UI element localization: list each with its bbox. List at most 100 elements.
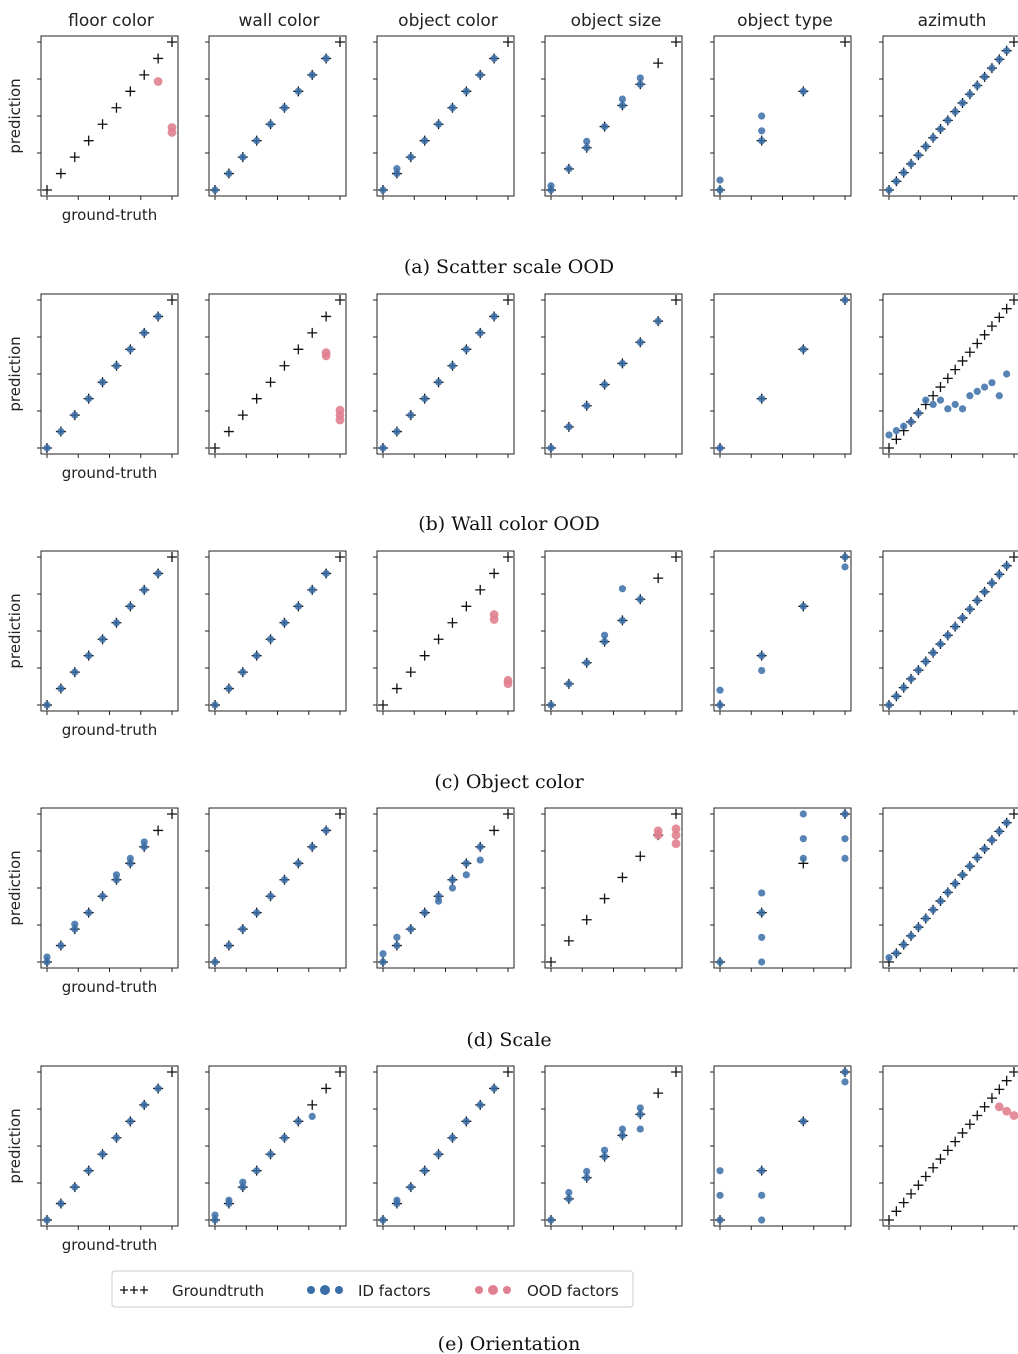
plot-area — [210, 552, 345, 710]
groundtruth-marker — [503, 809, 513, 819]
groundtruth-marker — [671, 809, 681, 819]
id-point — [885, 186, 893, 194]
id-point — [490, 312, 498, 321]
id-point — [716, 958, 724, 966]
plot-area — [884, 809, 1018, 967]
id-point — [636, 1110, 644, 1118]
groundtruth-marker — [223, 426, 234, 437]
id-point — [448, 884, 457, 892]
id-point — [448, 362, 457, 370]
groundtruth-marker — [653, 573, 664, 584]
groundtruth-marker — [419, 650, 430, 661]
id-point — [600, 122, 609, 131]
scatter-panel — [710, 550, 852, 715]
scatter-panel — [879, 293, 1018, 458]
scatter-panel — [541, 1065, 683, 1230]
groundtruth-marker — [671, 552, 681, 562]
id-point — [951, 108, 959, 116]
groundtruth-marker — [928, 390, 939, 401]
id-point — [266, 635, 275, 643]
scatter-panel — [879, 550, 1018, 715]
row-caption: (b) Wall color OOD — [418, 513, 600, 535]
scatter-panel — [205, 807, 347, 972]
id-point — [758, 1216, 766, 1224]
id-point — [716, 701, 724, 709]
plot-area — [546, 552, 681, 710]
id-point — [929, 649, 937, 657]
id-point — [914, 409, 923, 417]
id-point — [71, 411, 79, 419]
id-point — [266, 892, 275, 900]
ood-point — [1009, 1111, 1018, 1120]
id-point — [126, 859, 134, 867]
groundtruth-marker — [950, 364, 961, 375]
ood-point — [335, 415, 345, 425]
plot-area — [715, 552, 850, 710]
row-caption: (c) Object color — [434, 771, 584, 793]
plot-area — [884, 552, 1018, 710]
id-point — [112, 1134, 121, 1142]
id-point — [988, 579, 996, 587]
id-point — [140, 1101, 148, 1109]
id-point — [600, 631, 609, 639]
id-point — [929, 134, 937, 142]
id-point — [758, 127, 766, 135]
id-point — [57, 427, 65, 436]
id-point — [565, 680, 573, 688]
groundtruth-marker — [546, 957, 556, 967]
id-point — [294, 859, 302, 867]
panel-grid: prediction ground-truth (a) Scatter scale … — [6, 35, 1018, 1354]
x-axis-label: ground-truth — [62, 464, 157, 482]
groundtruth-marker — [840, 37, 850, 47]
id-point — [907, 418, 915, 426]
id-point — [758, 933, 766, 941]
id-point — [462, 87, 470, 95]
groundtruth-marker — [635, 851, 646, 862]
id-point — [995, 570, 1003, 579]
scatter-panel — [541, 807, 683, 972]
id-point — [758, 1191, 766, 1199]
legend-id-label: ID factors — [358, 1282, 431, 1300]
ood-point — [153, 77, 163, 86]
id-point — [462, 859, 470, 867]
groundtruth-marker — [994, 312, 1005, 323]
y-axis-label: prediction — [6, 336, 24, 411]
groundtruth-marker — [210, 443, 220, 453]
groundtruth-marker — [1001, 303, 1012, 314]
id-point — [266, 120, 275, 128]
scatter-panel — [205, 1065, 347, 1230]
plot-area — [884, 295, 1018, 453]
plot-area — [884, 1067, 1018, 1225]
legend: Groundtruth ID factors OOD factors — [111, 1270, 634, 1308]
axes-frame — [208, 293, 347, 455]
groundtruth-marker — [69, 152, 80, 163]
id-point — [57, 941, 65, 950]
id-point — [980, 588, 989, 596]
id-point — [636, 74, 644, 82]
groundtruth-marker — [891, 1206, 902, 1217]
id-point — [892, 177, 900, 185]
id-point — [892, 426, 900, 435]
id-point — [448, 876, 457, 884]
id-point — [211, 958, 219, 966]
row-caption: (d) Scale — [466, 1029, 551, 1051]
id-point — [758, 137, 766, 145]
y-axis-label: prediction — [6, 593, 24, 668]
groundtruth-marker — [321, 311, 332, 322]
legend-groundtruth-label: Groundtruth — [172, 1282, 264, 1300]
scatter-panel — [541, 293, 683, 458]
id-point — [885, 954, 893, 962]
axes-frame — [713, 35, 852, 197]
column-title: object color — [398, 11, 498, 31]
id-point — [211, 186, 219, 194]
id-point — [43, 953, 51, 961]
groundtruth-marker — [503, 552, 513, 562]
scatter-panel — [879, 1065, 1018, 1230]
groundtruth-marker — [307, 327, 318, 338]
id-point — [758, 958, 766, 966]
id-point — [140, 586, 148, 594]
groundtruth-marker — [335, 1067, 345, 1077]
plot-area — [42, 37, 177, 195]
groundtruth-marker — [942, 1145, 953, 1156]
axes-frame — [544, 550, 683, 712]
